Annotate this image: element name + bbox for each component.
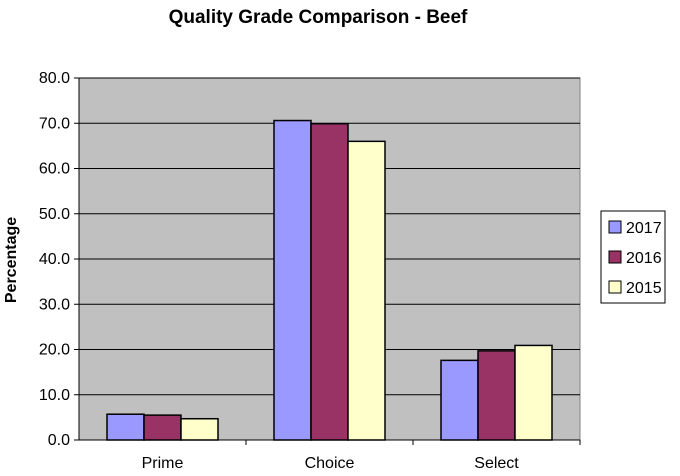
bar-2015-select <box>514 344 553 441</box>
y-tick-label: 0.0 <box>48 432 70 449</box>
plot-area: 0.0 10.0 20.0 30.0 40.0 50.0 60.0 70.0 80.0 Prime… <box>39 70 581 472</box>
y-tick-label: 10.0 <box>39 387 70 404</box>
y-axis-title: Percentage <box>3 217 20 303</box>
bar-2015-prime <box>180 417 219 441</box>
y-tick-label: 80.0 <box>39 70 70 87</box>
legend-swatch <box>608 280 622 294</box>
legend: 2017 2016 2015 <box>600 210 666 304</box>
y-tick-label: 70.0 <box>39 115 70 132</box>
y-tick-label: 50.0 <box>39 206 70 223</box>
bar-2015-choice <box>347 140 386 441</box>
y-tick-label: 40.0 <box>39 251 70 268</box>
bar-2017-select <box>440 359 479 441</box>
bar-2017-choice <box>273 119 312 441</box>
bar-2017-prime <box>106 413 145 441</box>
x-tick-label: Choice <box>305 455 355 472</box>
legend-label: 2016 <box>626 250 662 267</box>
y-tick-label: 30.0 <box>39 296 70 313</box>
chart-title: Quality Grade Comparison - Beef <box>169 7 468 28</box>
x-tick-label: Prime <box>142 455 184 472</box>
x-tick-label: Select <box>474 455 519 472</box>
bar-2016-prime <box>143 414 182 441</box>
y-tick-label: 20.0 <box>39 342 70 359</box>
legend-label: 2015 <box>626 280 662 297</box>
legend-label: 2017 <box>626 220 662 237</box>
legend-swatch <box>608 250 622 264</box>
y-tick-label: 60.0 <box>39 161 70 178</box>
legend-swatch <box>608 220 622 234</box>
bar-2016-choice <box>310 122 349 441</box>
bar-2016-select <box>477 350 516 441</box>
